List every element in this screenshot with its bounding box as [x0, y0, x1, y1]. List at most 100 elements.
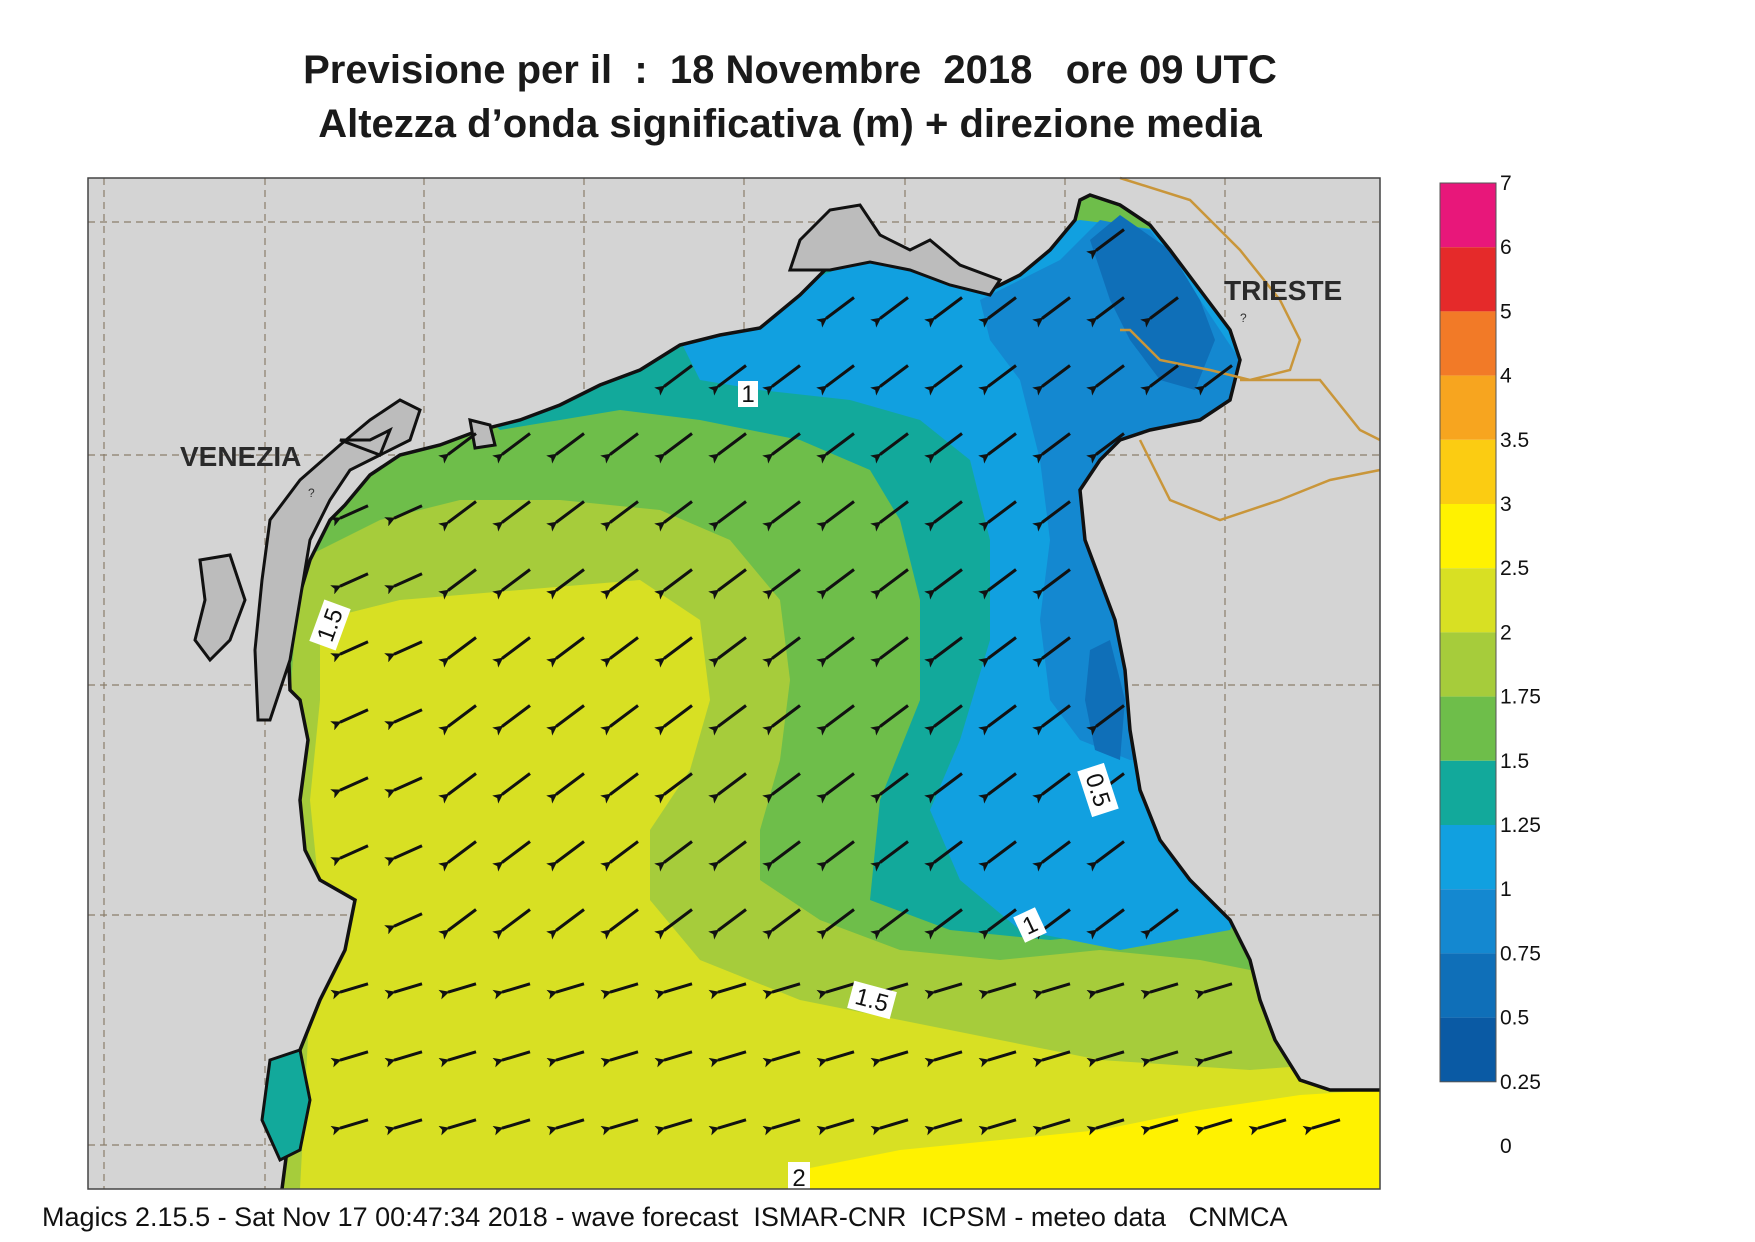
contour-label-1-south: 1: [1013, 907, 1047, 943]
wave-direction-arrow: [1086, 704, 1125, 736]
forecast-subtitle: Altezza d’onda significativa (m) + direz…: [318, 102, 1262, 146]
wave-direction-arrow: [330, 1050, 369, 1068]
wave-direction-arrow: [600, 1118, 639, 1136]
wave-direction-arrow: [762, 772, 801, 804]
colorbar-swatch: [1440, 825, 1496, 890]
wave-direction-arrow: [762, 568, 801, 600]
wave-direction-arrow: [708, 840, 747, 872]
wave-direction-arrow: [600, 840, 639, 872]
wave-direction-arrow: [1086, 908, 1125, 940]
wave-direction-arrow: [1086, 840, 1125, 872]
wave-direction-arrow: [546, 1118, 585, 1136]
wave-direction-arrow: [708, 364, 747, 396]
trieste-marker: ?: [1240, 311, 1247, 325]
wave-direction-arrow: [438, 840, 477, 872]
wave-direction-arrow: [978, 840, 1017, 872]
wave-direction-arrow: [438, 1118, 477, 1136]
wave-direction-arrow: [492, 636, 531, 668]
wave-direction-arrow: [924, 1050, 963, 1068]
wave-direction-arrow: [654, 1118, 693, 1136]
colorbar-label: 3.5: [1500, 429, 1529, 452]
wave-direction-arrow: [1140, 982, 1179, 1000]
wave-direction-arrow: [600, 908, 639, 940]
wave-direction-arrow: [708, 772, 747, 804]
wave-direction-arrow: [492, 432, 531, 464]
wave-direction-arrow: [978, 636, 1017, 668]
wave-direction-arrow: [978, 1050, 1017, 1068]
wave-direction-arrow: [1140, 1118, 1179, 1136]
colorbar-label: 4: [1500, 365, 1512, 388]
wave-direction-arrow: [816, 296, 855, 328]
wave-direction-arrow: [978, 704, 1017, 736]
city-label-trieste: TRIESTE: [1224, 275, 1342, 306]
wave-direction-arrow: [816, 636, 855, 668]
wave-direction-arrow: [1140, 364, 1179, 396]
wave-direction-arrow: [1032, 772, 1071, 804]
wave-direction-arrow: [1248, 1118, 1287, 1136]
map-frame: [87, 177, 1381, 1190]
wave-direction-arrow: [654, 908, 693, 940]
colorbar-label: 1.75: [1500, 686, 1541, 709]
wave-direction-arrow: [978, 296, 1017, 328]
wave-direction-arrow: [330, 708, 369, 731]
wave-direction-arrow: [1140, 296, 1179, 328]
wave-direction-arrow: [384, 912, 423, 935]
colorbar-label: 5: [1500, 300, 1512, 323]
wave-direction-arrow: [492, 568, 531, 600]
wave-direction-arrow: [978, 500, 1017, 532]
wave-direction-arrow: [330, 504, 369, 527]
wave-direction-arrow: [762, 982, 801, 1000]
wave-direction-arrow: [654, 772, 693, 804]
wave-direction-arrow: [708, 982, 747, 1000]
wave-direction-arrow: [1032, 364, 1071, 396]
wave-direction-arrow: [924, 500, 963, 532]
colorbar-swatch: [1440, 375, 1496, 440]
wave-direction-arrow: [978, 772, 1017, 804]
wave-direction-arrow: [1302, 1118, 1341, 1136]
colorbar-label: 1.25: [1500, 814, 1541, 837]
colorbar-swatch: [1440, 568, 1496, 633]
wave-direction-arrow: [762, 364, 801, 396]
wave-direction-arrow: [870, 296, 909, 328]
wave-direction-arrow: [816, 364, 855, 396]
wave-direction-arrow: [1194, 1118, 1233, 1136]
wave-direction-arrow: [978, 364, 1017, 396]
wave-direction-arrow: [1032, 704, 1071, 736]
wave-direction-arrow: [978, 982, 1017, 1000]
colorbar: 7 6 5 4 3.5 3 2.5 2 1.75 1.5 1.25 1 0.75 0.5 0.25 0: [1439, 172, 1541, 1158]
wave-direction-arrow: [1086, 296, 1125, 328]
wave-direction-arrow: [1032, 908, 1071, 940]
wave-direction-arrow: [330, 572, 369, 595]
colorbar-frame: [1439, 182, 1497, 1083]
wave-direction-arrow: [978, 1118, 1017, 1136]
wave-direction-arrow: [870, 1050, 909, 1068]
wave-direction-arrow: [816, 1050, 855, 1068]
wave-direction-arrow: [762, 704, 801, 736]
venezia-marker: ?: [308, 486, 315, 500]
svg-text:2: 2: [792, 1165, 805, 1192]
wave-direction-arrow: [924, 568, 963, 600]
wave-direction-arrow: [1194, 982, 1233, 1000]
colorbar-swatch: [1440, 953, 1496, 1018]
wave-direction-arrow: [600, 704, 639, 736]
wave-direction-arrow: [870, 840, 909, 872]
colorbar-swatch: [1440, 889, 1496, 954]
wave-direction-arrow: [1032, 500, 1071, 532]
wave-direction-arrow: [492, 1118, 531, 1136]
wave-direction-arrow: [870, 432, 909, 464]
wave-direction-arrow: [708, 568, 747, 600]
wave-direction-arrow: [708, 500, 747, 532]
wave-direction-arrow: [924, 296, 963, 328]
colorbar-label: 1.5: [1500, 750, 1529, 773]
wave-direction-arrow: [762, 432, 801, 464]
forecast-title: Previsione per il : 18 Novembre 2018 ore…: [303, 48, 1277, 92]
wave-direction-arrow: [330, 640, 369, 663]
wave-direction-arrow: [1032, 636, 1071, 668]
wave-direction-arrow: [492, 1050, 531, 1068]
wave-direction-arrow: [1032, 982, 1071, 1000]
wave-direction-arrow: [816, 1118, 855, 1136]
wave-direction-arrow: [1086, 982, 1125, 1000]
wave-direction-arrow: [654, 982, 693, 1000]
wave-direction-arrow: [438, 568, 477, 600]
wave-direction-arrow: [816, 704, 855, 736]
